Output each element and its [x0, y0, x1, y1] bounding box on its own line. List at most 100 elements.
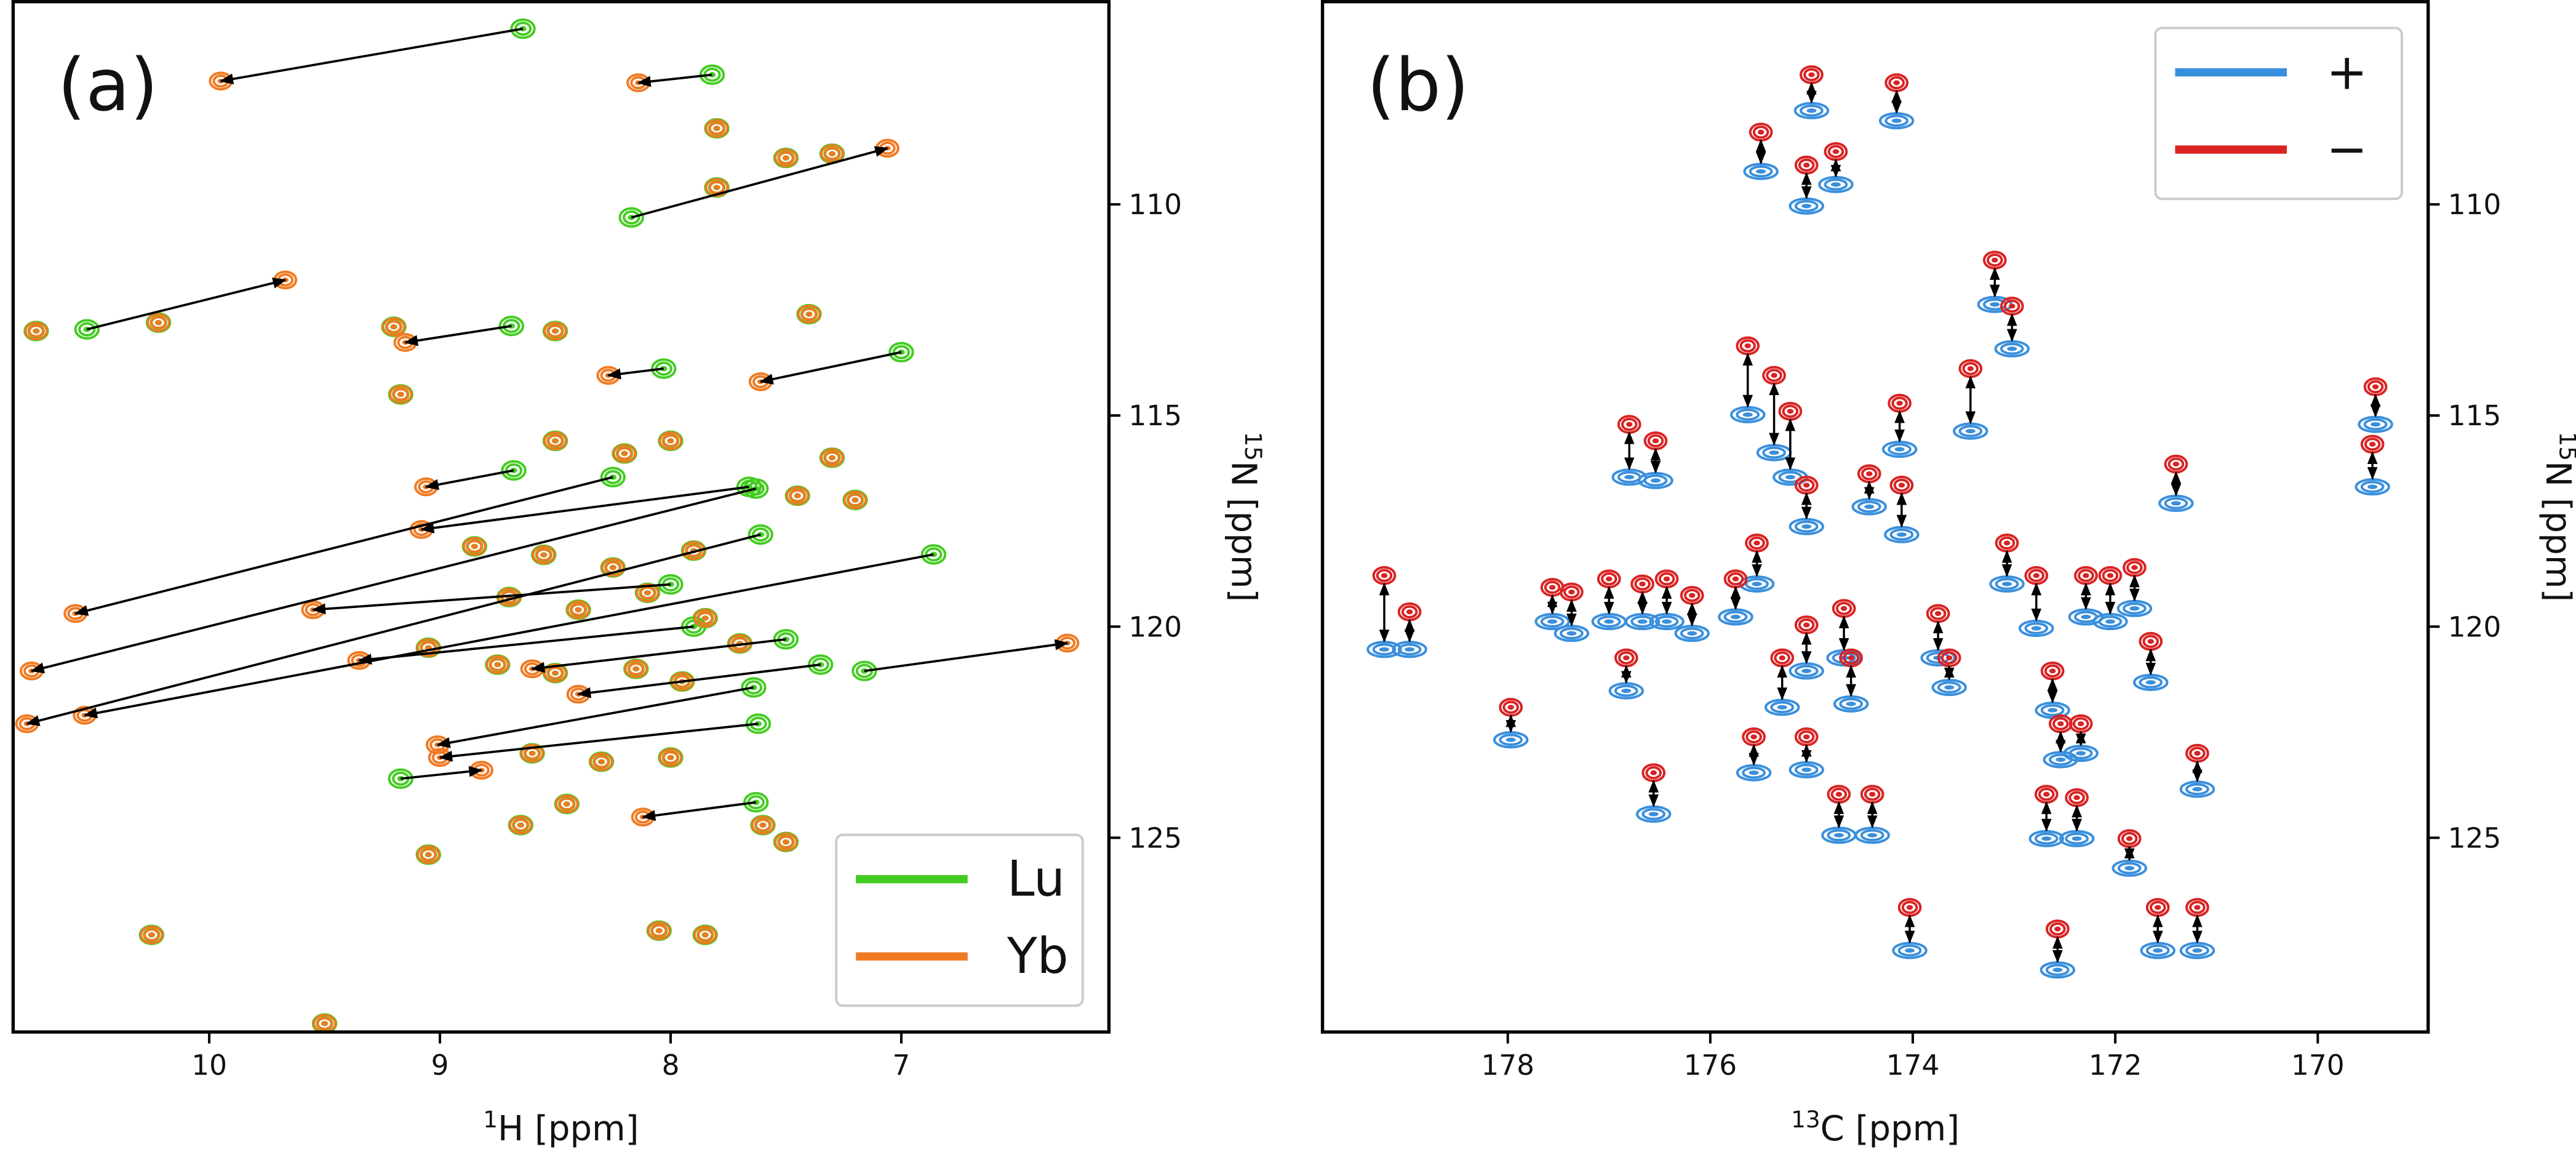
legend-label: −	[2326, 121, 2367, 178]
peak	[774, 832, 798, 852]
peak	[1821, 826, 1857, 844]
contour	[1736, 409, 1760, 421]
contour-core	[1757, 129, 1765, 135]
contour-core	[2153, 948, 2163, 953]
contour	[704, 119, 729, 138]
contour	[1654, 615, 1679, 628]
contour	[1864, 788, 1881, 801]
contour-core	[2372, 384, 2379, 390]
contour	[745, 713, 772, 734]
contour-core	[1752, 582, 1762, 586]
peak	[748, 524, 773, 545]
peak	[2355, 478, 2390, 496]
contour-core	[851, 497, 859, 503]
contour-core	[1663, 576, 1670, 582]
contour-core	[1801, 767, 1812, 772]
contour-core	[2131, 565, 2138, 570]
x-tick-label: 10	[191, 1049, 227, 1081]
contour	[693, 925, 717, 945]
peak	[1788, 518, 1824, 535]
peak	[2117, 829, 2142, 849]
contour	[693, 609, 717, 628]
contour	[797, 305, 821, 324]
contour-core	[1867, 833, 1878, 838]
peak	[1617, 415, 1641, 434]
contour	[1884, 114, 1909, 127]
contour-core	[1756, 169, 1766, 174]
contour-core	[632, 666, 639, 671]
contour	[2189, 900, 2206, 914]
contour	[748, 524, 773, 545]
contour-core	[397, 391, 404, 397]
contour-core	[1744, 343, 1751, 348]
peak	[1608, 682, 1644, 700]
contour	[416, 845, 441, 865]
contour-core	[575, 607, 582, 612]
contour	[570, 603, 587, 617]
contour	[1540, 615, 1565, 628]
contour	[2044, 664, 2061, 678]
contour	[808, 654, 834, 675]
peak	[543, 663, 567, 683]
contour	[925, 547, 943, 562]
plot-frame	[1320, 0, 2430, 1034]
peak	[1937, 648, 1961, 668]
contour	[1888, 443, 1912, 455]
peak	[1788, 662, 1824, 680]
contour	[1827, 145, 1844, 159]
peak	[1794, 615, 1819, 634]
contour-core	[2369, 441, 2376, 447]
contour-core	[829, 455, 835, 460]
contour-core	[1406, 609, 1413, 615]
contour	[1643, 474, 1668, 487]
contour	[751, 815, 775, 835]
contour	[2189, 746, 2206, 760]
peak	[1397, 602, 1422, 622]
contour-core	[1894, 447, 1905, 452]
contour-core	[667, 438, 674, 444]
peak	[313, 1014, 337, 1033]
contour	[789, 489, 806, 503]
peak	[600, 466, 626, 488]
contour-core	[1787, 409, 1794, 414]
contour	[624, 659, 648, 679]
contour-core	[1896, 401, 1903, 406]
contour	[1621, 417, 1638, 431]
peak	[843, 490, 867, 510]
peak	[24, 321, 49, 341]
contour	[388, 768, 413, 789]
peak	[1745, 534, 1769, 553]
contour-core	[1687, 631, 1697, 636]
contour	[2045, 964, 2070, 976]
contour-core	[713, 126, 720, 131]
contour	[24, 321, 49, 341]
contour	[1889, 528, 1914, 541]
contour	[2167, 457, 2185, 471]
contour	[2149, 900, 2166, 914]
legend: Lu Yb	[835, 833, 1084, 1007]
contour	[547, 324, 564, 338]
contour	[1929, 607, 1947, 620]
contour-core	[2057, 721, 2064, 727]
contour-core	[2002, 582, 2012, 586]
contour	[699, 64, 725, 86]
contour-core	[1905, 948, 1915, 953]
peak	[693, 609, 717, 628]
peak	[2000, 297, 2024, 316]
contour-core	[2007, 346, 2017, 351]
peak	[1730, 406, 1766, 423]
contour	[1745, 578, 1769, 590]
contour	[1987, 253, 2003, 267]
contour	[604, 470, 622, 484]
contour-core	[1934, 610, 1942, 617]
contour-core	[2194, 751, 2201, 756]
contour	[892, 345, 911, 359]
peak	[1788, 761, 1824, 778]
contour-core	[1803, 162, 1810, 168]
peak	[1892, 942, 1928, 959]
contour	[532, 545, 556, 564]
contour	[1560, 627, 1584, 640]
contour	[504, 463, 523, 478]
contour	[2185, 783, 2209, 796]
